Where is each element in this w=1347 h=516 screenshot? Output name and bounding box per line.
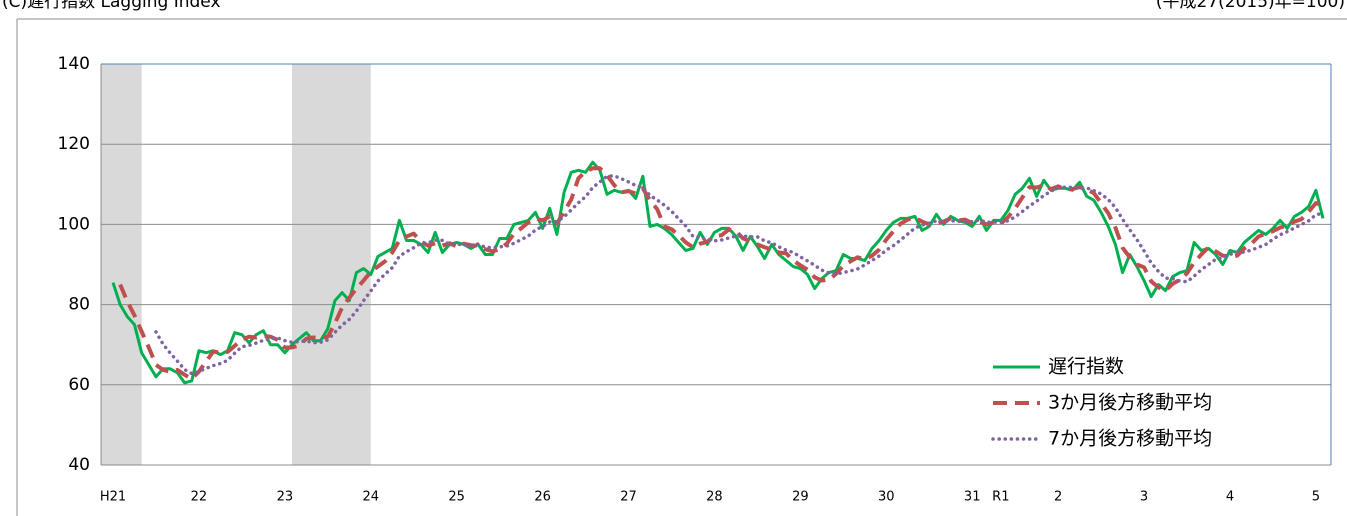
- x-tick-label: 30: [878, 490, 895, 505]
- chart-title: (C)遅行指数 Lagging Index: [2, 0, 221, 12]
- x-tick-label: 5: [1312, 490, 1320, 505]
- series-line: [118, 166, 1324, 381]
- legend-label: 3か月後方移動平均: [1048, 392, 1212, 414]
- shaded-period: [101, 64, 142, 465]
- x-tick-label: 26: [534, 490, 551, 505]
- x-tick-label: 2: [1054, 490, 1062, 505]
- series-line: [111, 160, 1325, 385]
- y-tick-label: 140: [58, 54, 90, 74]
- x-tick-label: 4: [1226, 490, 1234, 505]
- y-tick-label: 80: [68, 295, 90, 315]
- legend-label: 遅行指数: [1048, 356, 1124, 378]
- x-tick-label: 28: [706, 490, 723, 505]
- x-tick-label: 3: [1140, 490, 1148, 505]
- x-tick-label: R1: [992, 490, 1009, 505]
- shaded-period: [292, 64, 371, 465]
- y-tick-label: 40: [68, 455, 90, 475]
- y-tick-label: 100: [58, 214, 90, 234]
- y-tick-label: 60: [68, 375, 90, 395]
- legend-label: 7か月後方移動平均: [1048, 428, 1212, 450]
- x-tick-label: 24: [362, 490, 379, 505]
- x-tick-label: 29: [792, 490, 809, 505]
- x-tick-label: 31: [964, 490, 981, 505]
- x-tick-label: 25: [448, 490, 465, 505]
- x-tick-label: 23: [277, 490, 294, 505]
- x-tick-label: H21: [100, 490, 126, 505]
- chart-subtitle: (平成27(2015)年=100): [1156, 0, 1345, 12]
- series-line: [154, 174, 1325, 376]
- x-tick-label: 22: [191, 490, 208, 505]
- x-tick-label: 27: [620, 490, 637, 505]
- y-tick-label: 120: [58, 134, 90, 154]
